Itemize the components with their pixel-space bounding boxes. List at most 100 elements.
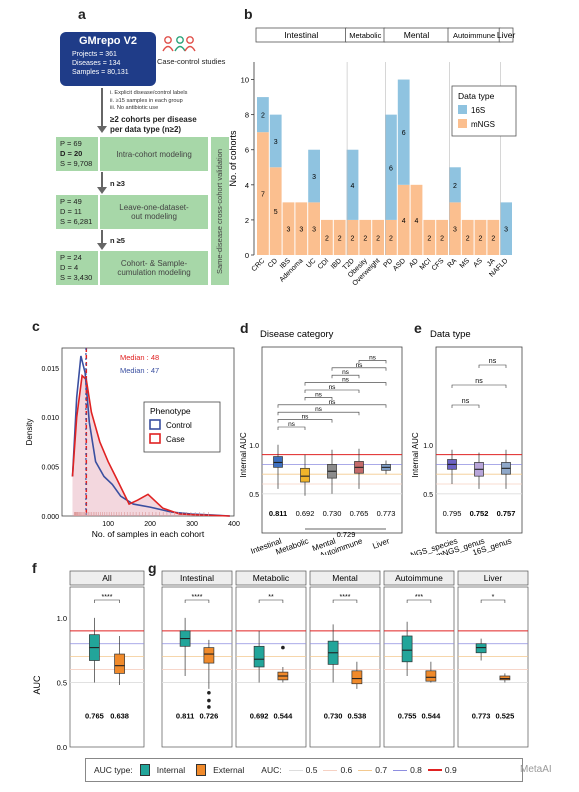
step3-s: S = 3,430 <box>60 273 93 282</box>
d-value-label: 0.773 <box>377 509 396 518</box>
d-value-label: 0.692 <box>296 509 315 518</box>
b-ytick-label: 0 <box>245 251 249 260</box>
bar-16s-label: 2 <box>261 113 265 120</box>
bar-mngs <box>410 184 423 255</box>
facet-label: Liver <box>484 573 503 583</box>
c-median-case-label: Median : 48 <box>120 353 159 362</box>
b-ylabel: No. of cohorts <box>228 130 238 187</box>
e-sig-bracket <box>478 364 507 368</box>
d-ytick-label: 0.5 <box>249 492 259 499</box>
b-xtick-label: CRC <box>251 257 267 273</box>
step-heading: ≥2 cohorts per disease per data type (n≥… <box>110 115 197 134</box>
sig-label: **** <box>102 594 113 601</box>
external-box <box>499 675 511 681</box>
bar-16s-label: 3 <box>504 227 508 234</box>
panel-f-box-chart: All **** 0.765 0.638 0.0 0.5 1.0 AUC <box>32 570 145 752</box>
step3-p: P = 24 <box>60 253 82 262</box>
step1-label: Intra-cohort modeling <box>100 137 208 171</box>
bar-mngs <box>257 132 269 255</box>
legend-level-0.7: 0.7 <box>358 765 387 775</box>
bar-mngs-label: 5 <box>274 209 278 216</box>
bar-mngs <box>333 219 346 255</box>
d-sig-bracket <box>331 374 360 379</box>
e-plot-frame <box>435 346 523 534</box>
bar-mngs <box>308 202 320 255</box>
facet-strip <box>383 570 455 586</box>
panel-label-g: g <box>148 560 157 576</box>
side-validation-label: Same-disease cross-cohort validation <box>215 148 225 274</box>
b-xtick-label: JA <box>486 257 497 268</box>
facet-strip <box>235 570 307 586</box>
step2-d: D = 11 <box>60 207 82 216</box>
legend-auc-label: AUC: <box>261 765 282 775</box>
sig-bracket <box>332 599 358 603</box>
bar-mngs <box>321 219 333 255</box>
d-value-label: 0.730 <box>323 509 342 518</box>
d-plot-frame <box>261 346 403 534</box>
b-legend-mngs: mNGS <box>471 120 495 129</box>
sig-label: *** <box>415 594 423 601</box>
bar-mngs-label: 7 <box>261 192 265 199</box>
bar-16s <box>257 97 269 133</box>
facet-frame <box>235 586 307 748</box>
gmrepo-diseases: Diseases = 134 <box>72 60 121 67</box>
bar-16s <box>269 114 282 168</box>
step2-s: S = 6,281 <box>60 217 93 226</box>
legend-level-0.6: 0.6 <box>323 765 352 775</box>
criterion-1: i. Explicit disease/control labels <box>110 90 188 96</box>
bar-16s-label: 6 <box>389 165 393 172</box>
bar-mngs <box>269 167 282 255</box>
external-box <box>114 653 125 674</box>
panel-label-f: f <box>32 560 37 576</box>
sig-label: * <box>492 594 495 601</box>
criterion-3: iii. No antibiotic use <box>110 105 159 111</box>
legend-level-text: 0.5 <box>305 765 318 775</box>
b-group-label: Liver <box>497 30 516 40</box>
facet-frame <box>161 586 233 748</box>
external-value: 0.638 <box>110 712 129 721</box>
external-swatch <box>196 764 207 776</box>
bar-mngs <box>295 202 308 255</box>
d-sig-bracket <box>331 367 387 371</box>
e-value-label: 0.795 <box>443 509 462 518</box>
c-ytick-label: 0.010 <box>41 415 59 422</box>
legend-level-text: 0.9 <box>444 765 457 775</box>
step2-p: P = 49 <box>60 197 82 206</box>
sig-bracket <box>184 599 210 603</box>
c-legend-case: Case <box>166 435 185 444</box>
bar-mngs-label: 2 <box>440 235 444 242</box>
d-sig-bracket <box>304 389 360 393</box>
bar-16s-label: 3 <box>312 174 316 181</box>
bar-16s <box>346 149 359 220</box>
panel-label-b: b <box>244 6 253 22</box>
step1-d: D = 20 <box>60 149 83 158</box>
legend-level-0.5: 0.5 <box>288 765 318 775</box>
b-group-label: Mental <box>404 30 430 40</box>
gmrepo-title: GMrepo V2 <box>78 35 138 47</box>
internal-value: 0.811 <box>176 712 194 721</box>
bar-mngs <box>461 219 474 255</box>
c-legend-case-swatch <box>149 433 161 444</box>
step1-p: P = 69 <box>60 139 82 148</box>
bar-mngs <box>474 219 487 255</box>
f-ylabel: AUC <box>32 675 42 695</box>
b-legend-16s-swatch <box>458 105 467 114</box>
d-sig-label: ns <box>302 414 310 421</box>
panel-label-d: d <box>240 320 249 336</box>
d-sig-label: ns <box>369 354 377 361</box>
e-sig-label: ns <box>475 378 483 385</box>
d-bracket-value: 0.729 <box>337 530 356 539</box>
b-group-strip <box>498 27 514 43</box>
bar-mngs-label: 2 <box>351 235 355 242</box>
b-xtick-label: PD <box>382 257 394 269</box>
facet-label: All <box>102 573 112 583</box>
c-control-line <box>71 355 230 517</box>
facet-label: Metabolic <box>253 573 290 583</box>
b-xtick-label: CDI <box>317 257 331 271</box>
bar-16s <box>397 79 410 185</box>
bar-mngs-label: 2 <box>325 235 329 242</box>
c-xtick-label: 100 <box>102 521 114 528</box>
bar-mngs-label: 2 <box>466 235 470 242</box>
bar-mngs <box>385 219 397 255</box>
